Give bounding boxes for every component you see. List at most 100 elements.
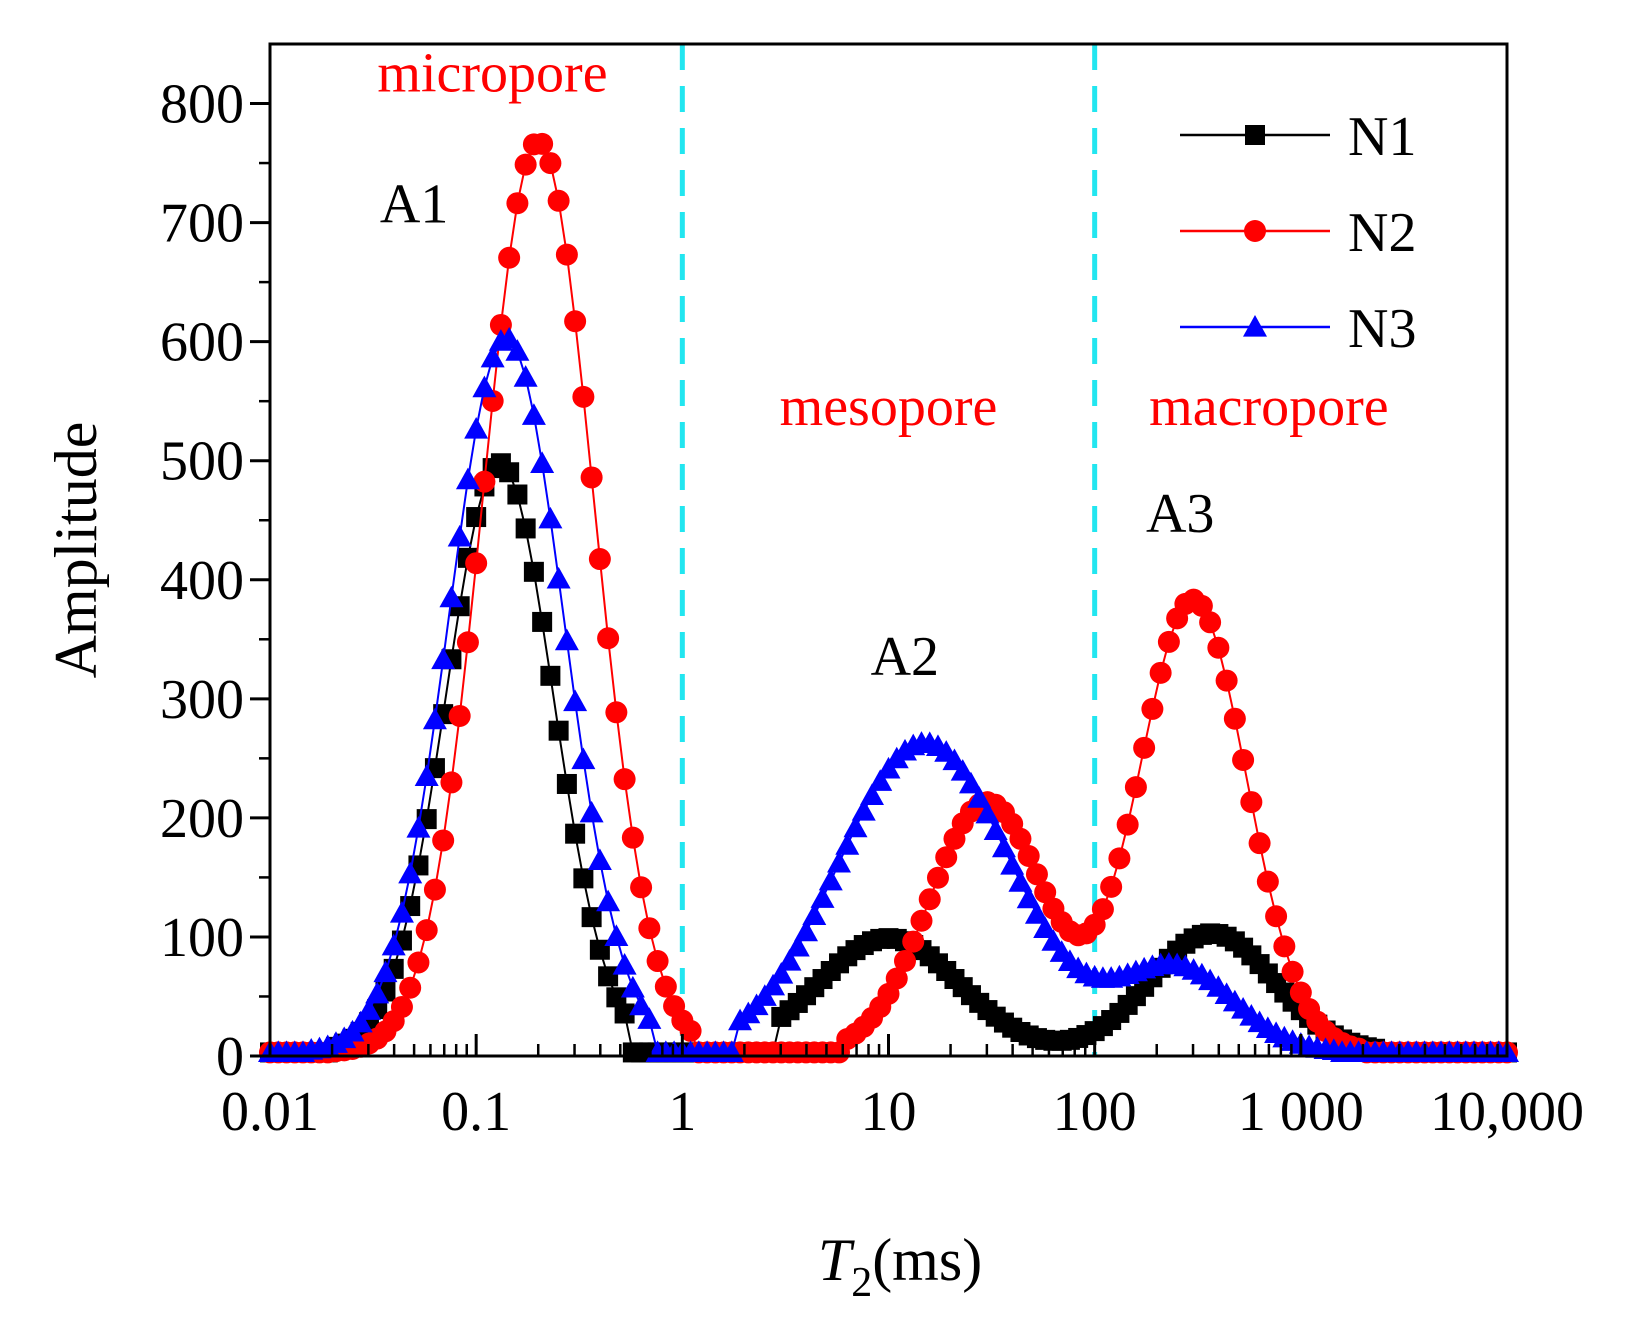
- data-point-n2: [473, 470, 496, 493]
- data-point-n2: [415, 919, 438, 942]
- data-point-n2: [1034, 881, 1057, 904]
- data-point-n2: [1157, 630, 1180, 653]
- peak-label: A2: [871, 626, 939, 688]
- region-label: macropore: [1149, 376, 1388, 438]
- data-point-n3: [769, 962, 794, 984]
- data-point-n3: [530, 451, 555, 473]
- peak-label: A3: [1146, 483, 1214, 545]
- x-axis-title-unit: (ms): [872, 1227, 982, 1293]
- data-point-n1: [523, 561, 544, 582]
- plot-frame: [268, 42, 1509, 1058]
- data-point-n2: [1199, 611, 1222, 634]
- data-point-n3: [480, 345, 505, 368]
- data-point-n3: [365, 981, 390, 1004]
- data-point-n2: [1091, 898, 1114, 921]
- data-point-n2: [1108, 847, 1131, 870]
- data-point-n3: [513, 365, 538, 387]
- data-point-n3: [975, 801, 1000, 824]
- data-point-n2: [613, 768, 636, 791]
- data-point-n3: [554, 628, 579, 651]
- data-point-n2: [605, 701, 628, 724]
- data-point-n2: [407, 951, 430, 974]
- data-point-n3: [1008, 870, 1033, 892]
- legend-label-n3: N3: [1348, 298, 1416, 360]
- data-point-n2: [1009, 827, 1032, 850]
- x-axis-title: T2(ms): [818, 1227, 982, 1306]
- data-point-n2: [555, 243, 578, 266]
- data-point-n1: [573, 868, 594, 889]
- data-point-n2: [547, 189, 570, 212]
- data-point-n1: [532, 611, 553, 632]
- data-point-n3: [958, 771, 983, 794]
- data-point-n3: [1016, 886, 1041, 909]
- data-point-n3: [851, 798, 876, 821]
- data-point-n3: [761, 973, 786, 996]
- data-point-n2: [918, 888, 941, 911]
- data-point-n1: [548, 720, 569, 741]
- data-point-n1: [507, 484, 528, 505]
- data-point-n2: [390, 995, 413, 1018]
- data-point-n1: [581, 907, 602, 928]
- data-point-n3: [538, 506, 563, 529]
- data-point-n3: [950, 759, 975, 781]
- data-point-n3: [637, 1007, 662, 1029]
- data-point-n2: [498, 246, 521, 269]
- data-point-n3: [785, 934, 810, 957]
- data-point-n3: [373, 960, 398, 983]
- data-point-n2: [646, 950, 669, 973]
- data-point-n2: [580, 466, 603, 489]
- data-point-n3: [802, 903, 827, 925]
- data-point-n2: [1141, 697, 1164, 720]
- y-tick-label: 700: [160, 193, 244, 255]
- legend-label-n1: N1: [1348, 106, 1416, 168]
- data-point-n1: [598, 966, 619, 987]
- y-tick-label: 0: [216, 1026, 244, 1088]
- data-point-n3: [983, 818, 1008, 841]
- data-point-n2: [621, 826, 644, 849]
- y-tick-label: 400: [160, 550, 244, 612]
- data-point-n2: [1265, 905, 1288, 928]
- data-point-n3: [505, 339, 530, 361]
- x-axis-title-subscript: 2: [851, 1260, 872, 1306]
- data-point-n2: [1240, 791, 1263, 814]
- data-point-n2: [679, 1019, 702, 1042]
- data-point-n3: [579, 800, 604, 823]
- data-point-n2: [1149, 661, 1172, 684]
- region-label: micropore: [377, 43, 607, 105]
- data-point-n2: [1281, 960, 1304, 983]
- data-point-n3: [464, 417, 489, 439]
- data-point-n3: [447, 524, 472, 547]
- data-point-n1: [589, 939, 610, 960]
- data-point-n2: [1100, 875, 1123, 898]
- legend-marker-n1: [1245, 125, 1265, 145]
- data-point-n2: [1190, 594, 1213, 617]
- data-point-n2: [1215, 669, 1238, 692]
- x-tick-label: 1 000: [1238, 1081, 1364, 1143]
- peak-label: A1: [380, 174, 448, 236]
- data-point-n3: [835, 833, 860, 855]
- data-point-n2: [1124, 776, 1147, 799]
- reference-lines: [679, 44, 1098, 1056]
- data-point-n3: [546, 566, 571, 589]
- data-point-n3: [472, 375, 497, 398]
- data-point-n3: [1000, 852, 1025, 875]
- data-point-n2: [1025, 863, 1048, 886]
- data-point-n2: [448, 704, 471, 727]
- data-point-n2: [1289, 981, 1312, 1004]
- data-point-n2: [506, 192, 529, 215]
- data-point-n2: [539, 152, 562, 175]
- x-tick-label: 10: [861, 1081, 917, 1143]
- data-point-n2: [1232, 748, 1255, 771]
- data-point-n2: [440, 771, 463, 794]
- data-point-n3: [497, 326, 522, 349]
- y-tick-label: 500: [160, 431, 244, 493]
- data-point-n3: [1033, 916, 1058, 939]
- data-point-n3: [571, 747, 596, 770]
- data-point-n2: [910, 909, 933, 932]
- data-point-n3: [596, 889, 621, 912]
- data-point-n3: [612, 952, 637, 975]
- data-point-n3: [620, 975, 645, 998]
- legend-marker-n3: [1243, 315, 1267, 337]
- data-point-n2: [489, 313, 512, 336]
- data-point-n2: [1248, 832, 1271, 855]
